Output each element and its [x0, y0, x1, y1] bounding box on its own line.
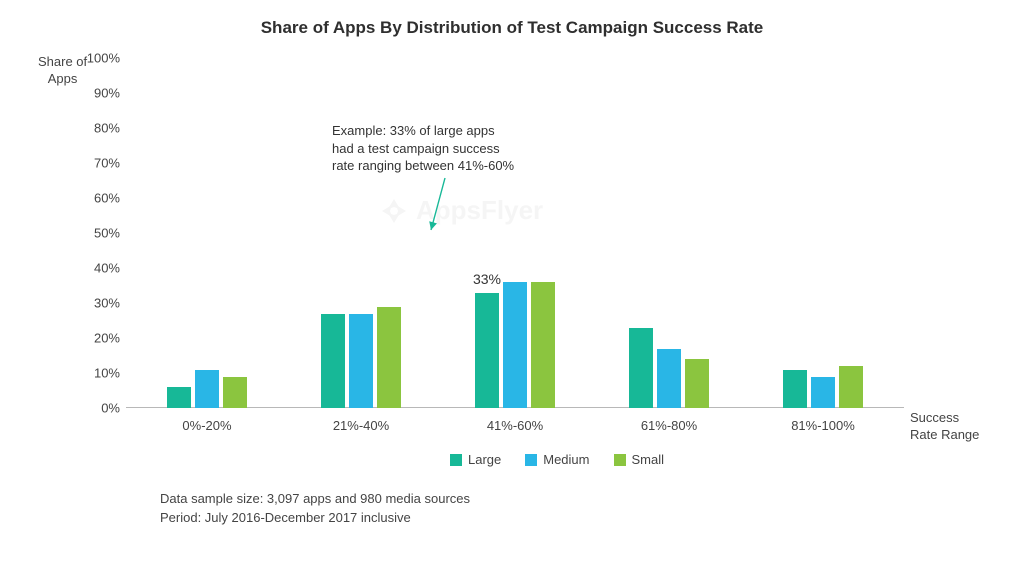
y-tick-label: 30%: [94, 296, 120, 311]
bar: [223, 377, 247, 409]
bar: [349, 314, 373, 409]
y-tick-label: 90%: [94, 86, 120, 101]
legend-label: Large: [468, 452, 501, 467]
plot-area: 0%10%20%30%40%50%60%70%80%90%100%0%-20%2…: [130, 58, 900, 408]
y-axis-title: Share of Apps: [38, 54, 87, 88]
bar: [377, 307, 401, 409]
annotation-line1: Example: 33% of large apps: [332, 122, 514, 140]
y-tick-label: 40%: [94, 261, 120, 276]
legend-item: Small: [614, 452, 665, 467]
bar: [503, 282, 527, 408]
bar: [321, 314, 345, 409]
footnote-line2: Period: July 2016-December 2017 inclusiv…: [160, 509, 470, 528]
footnote-line1: Data sample size: 3,097 apps and 980 med…: [160, 490, 470, 509]
x-tick-label: 21%-40%: [333, 418, 389, 433]
legend-swatch: [614, 454, 626, 466]
y-tick-label: 10%: [94, 366, 120, 381]
x-axis-title: Success Rate Range: [910, 410, 979, 444]
chart-title: Share of Apps By Distribution of Test Ca…: [0, 18, 1024, 38]
bar: [475, 293, 499, 409]
bar: [167, 387, 191, 408]
bar: [657, 349, 681, 409]
bar: [783, 370, 807, 409]
y-axis-title-line2: Apps: [38, 71, 87, 88]
bar: [629, 328, 653, 409]
x-tick-label: 41%-60%: [487, 418, 543, 433]
bar-value-label: 33%: [473, 271, 501, 287]
bar-group: 41%-60%33%: [438, 58, 592, 408]
bar: [839, 366, 863, 408]
x-axis-title-line1: Success: [910, 410, 979, 427]
bar: [531, 282, 555, 408]
bar: [811, 377, 835, 409]
y-tick-label: 50%: [94, 226, 120, 241]
bar-group: 81%-100%: [746, 58, 900, 408]
legend-item: Medium: [525, 452, 589, 467]
legend-swatch: [450, 454, 462, 466]
annotation-line2: had a test campaign success: [332, 140, 514, 158]
annotation-text: Example: 33% of large apps had a test ca…: [332, 122, 514, 175]
y-tick-label: 80%: [94, 121, 120, 136]
legend-item: Large: [450, 452, 501, 467]
footnote: Data sample size: 3,097 apps and 980 med…: [160, 490, 470, 528]
y-tick-label: 60%: [94, 191, 120, 206]
annotation-line3: rate ranging between 41%-60%: [332, 157, 514, 175]
legend-swatch: [525, 454, 537, 466]
bar: [195, 370, 219, 409]
bar-group: 21%-40%: [284, 58, 438, 408]
bar: [685, 359, 709, 408]
bar-group: 0%-20%: [130, 58, 284, 408]
y-tick-label: 20%: [94, 331, 120, 346]
bar-group: 61%-80%: [592, 58, 746, 408]
x-tick-label: 81%-100%: [791, 418, 855, 433]
legend-label: Small: [632, 452, 665, 467]
legend: Large Medium Small: [450, 452, 664, 467]
y-axis-title-line1: Share of: [38, 54, 87, 71]
y-tick-label: 0%: [101, 401, 120, 416]
x-tick-label: 0%-20%: [182, 418, 231, 433]
legend-label: Medium: [543, 452, 589, 467]
y-tick-label: 70%: [94, 156, 120, 171]
x-axis-title-line2: Rate Range: [910, 427, 979, 444]
x-tick-label: 61%-80%: [641, 418, 697, 433]
y-tick-label: 100%: [87, 51, 120, 66]
